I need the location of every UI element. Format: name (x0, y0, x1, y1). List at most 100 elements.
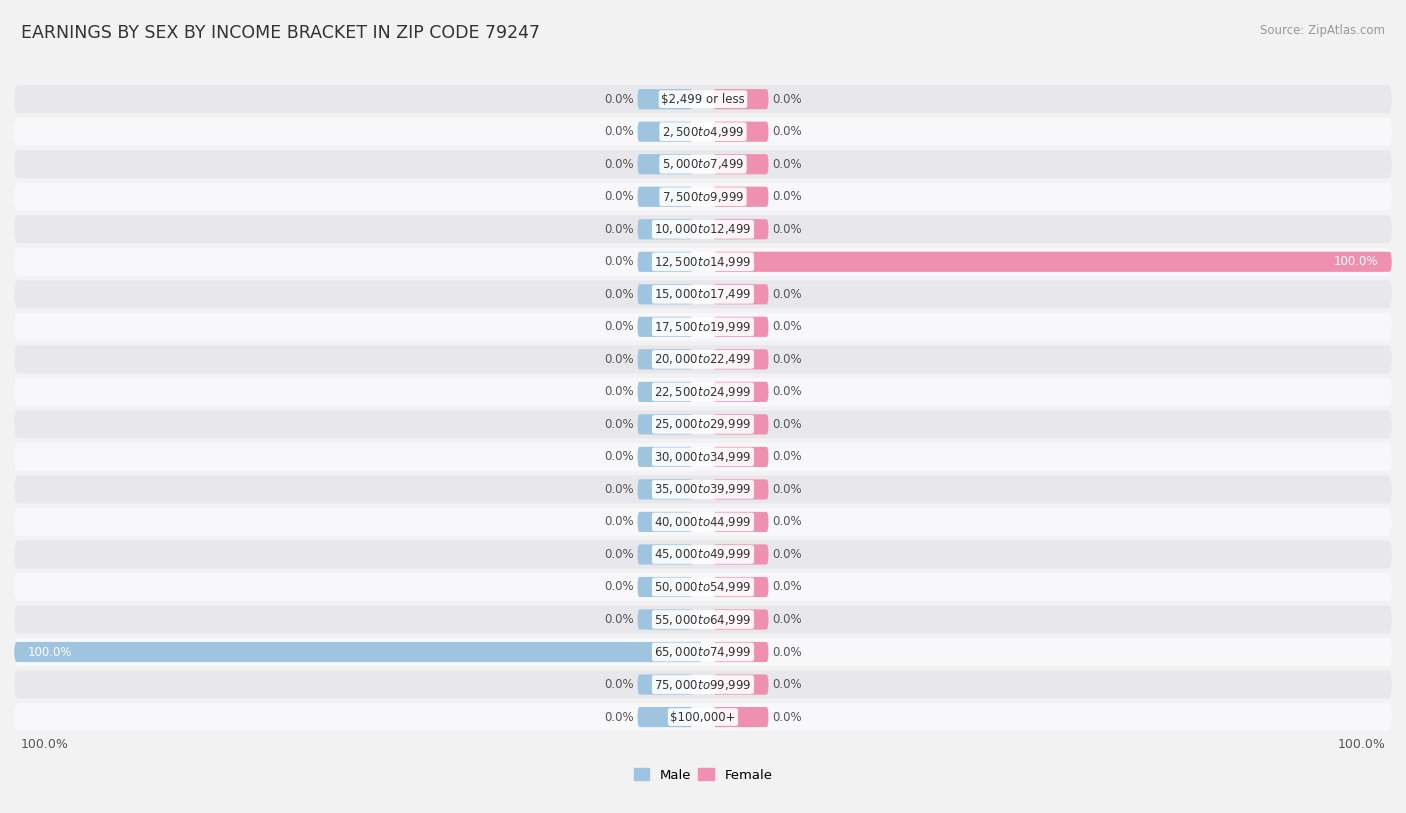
Text: 0.0%: 0.0% (772, 223, 801, 236)
FancyBboxPatch shape (14, 642, 703, 662)
FancyBboxPatch shape (713, 675, 769, 694)
FancyBboxPatch shape (713, 480, 769, 499)
Text: Source: ZipAtlas.com: Source: ZipAtlas.com (1260, 24, 1385, 37)
FancyBboxPatch shape (14, 150, 1392, 178)
FancyBboxPatch shape (14, 671, 1392, 698)
Text: $2,499 or less: $2,499 or less (661, 93, 745, 106)
FancyBboxPatch shape (14, 118, 1392, 146)
FancyBboxPatch shape (713, 512, 769, 532)
FancyBboxPatch shape (14, 606, 1392, 633)
FancyBboxPatch shape (14, 183, 1392, 211)
Text: EARNINGS BY SEX BY INCOME BRACKET IN ZIP CODE 79247: EARNINGS BY SEX BY INCOME BRACKET IN ZIP… (21, 24, 540, 42)
FancyBboxPatch shape (637, 220, 693, 239)
FancyBboxPatch shape (713, 154, 769, 174)
FancyBboxPatch shape (713, 642, 769, 662)
Text: 0.0%: 0.0% (772, 678, 801, 691)
FancyBboxPatch shape (14, 378, 1392, 406)
Text: 100.0%: 100.0% (28, 646, 72, 659)
FancyBboxPatch shape (637, 512, 693, 532)
Text: 0.0%: 0.0% (605, 711, 634, 724)
FancyBboxPatch shape (637, 480, 693, 499)
Text: 0.0%: 0.0% (772, 613, 801, 626)
Legend: Male, Female: Male, Female (628, 763, 778, 787)
Text: 0.0%: 0.0% (772, 320, 801, 333)
Text: 100.0%: 100.0% (1337, 738, 1385, 751)
FancyBboxPatch shape (713, 122, 769, 141)
FancyBboxPatch shape (14, 443, 1392, 471)
FancyBboxPatch shape (637, 252, 693, 272)
FancyBboxPatch shape (713, 350, 769, 369)
Text: $10,000 to $12,499: $10,000 to $12,499 (654, 222, 752, 237)
Text: 0.0%: 0.0% (605, 255, 634, 268)
Text: 0.0%: 0.0% (605, 418, 634, 431)
Text: $75,000 to $99,999: $75,000 to $99,999 (654, 677, 752, 692)
Text: 0.0%: 0.0% (772, 418, 801, 431)
FancyBboxPatch shape (713, 220, 769, 239)
FancyBboxPatch shape (713, 382, 769, 402)
FancyBboxPatch shape (713, 89, 769, 109)
FancyBboxPatch shape (713, 415, 769, 434)
Text: $40,000 to $44,999: $40,000 to $44,999 (654, 515, 752, 529)
Text: $100,000+: $100,000+ (671, 711, 735, 724)
FancyBboxPatch shape (637, 350, 693, 369)
Text: 0.0%: 0.0% (605, 288, 634, 301)
FancyBboxPatch shape (14, 573, 1392, 601)
Text: $45,000 to $49,999: $45,000 to $49,999 (654, 547, 752, 562)
Text: 0.0%: 0.0% (605, 320, 634, 333)
Text: 0.0%: 0.0% (772, 353, 801, 366)
Text: 0.0%: 0.0% (772, 385, 801, 398)
FancyBboxPatch shape (14, 541, 1392, 568)
FancyBboxPatch shape (14, 411, 1392, 438)
Text: $20,000 to $22,499: $20,000 to $22,499 (654, 352, 752, 367)
Text: 0.0%: 0.0% (772, 125, 801, 138)
Text: 0.0%: 0.0% (605, 93, 634, 106)
Text: $7,500 to $9,999: $7,500 to $9,999 (662, 189, 744, 204)
Text: 0.0%: 0.0% (605, 483, 634, 496)
Text: 0.0%: 0.0% (605, 548, 634, 561)
Text: $22,500 to $24,999: $22,500 to $24,999 (654, 385, 752, 399)
Text: $12,500 to $14,999: $12,500 to $14,999 (654, 254, 752, 269)
Text: 0.0%: 0.0% (772, 450, 801, 463)
Text: $5,000 to $7,499: $5,000 to $7,499 (662, 157, 744, 172)
FancyBboxPatch shape (713, 610, 769, 629)
Text: 0.0%: 0.0% (772, 483, 801, 496)
FancyBboxPatch shape (713, 317, 769, 337)
Text: $2,500 to $4,999: $2,500 to $4,999 (662, 124, 744, 139)
Text: 0.0%: 0.0% (605, 580, 634, 593)
Text: 0.0%: 0.0% (605, 158, 634, 171)
Text: $55,000 to $64,999: $55,000 to $64,999 (654, 612, 752, 627)
FancyBboxPatch shape (14, 703, 1392, 731)
Text: 0.0%: 0.0% (772, 288, 801, 301)
FancyBboxPatch shape (14, 85, 1392, 113)
Text: 0.0%: 0.0% (605, 515, 634, 528)
Text: $50,000 to $54,999: $50,000 to $54,999 (654, 580, 752, 594)
Text: $15,000 to $17,499: $15,000 to $17,499 (654, 287, 752, 302)
FancyBboxPatch shape (637, 545, 693, 564)
Text: 0.0%: 0.0% (605, 353, 634, 366)
Text: 0.0%: 0.0% (772, 515, 801, 528)
Text: 0.0%: 0.0% (605, 450, 634, 463)
Text: $17,500 to $19,999: $17,500 to $19,999 (654, 320, 752, 334)
FancyBboxPatch shape (14, 248, 1392, 276)
FancyBboxPatch shape (14, 638, 1392, 666)
FancyBboxPatch shape (637, 415, 693, 434)
FancyBboxPatch shape (637, 154, 693, 174)
FancyBboxPatch shape (637, 187, 693, 207)
FancyBboxPatch shape (713, 545, 769, 564)
FancyBboxPatch shape (637, 707, 693, 727)
Text: 0.0%: 0.0% (772, 580, 801, 593)
Text: 0.0%: 0.0% (605, 190, 634, 203)
FancyBboxPatch shape (637, 285, 693, 304)
FancyBboxPatch shape (637, 382, 693, 402)
Text: 0.0%: 0.0% (772, 190, 801, 203)
Text: 0.0%: 0.0% (772, 158, 801, 171)
Text: 0.0%: 0.0% (772, 646, 801, 659)
FancyBboxPatch shape (713, 252, 1392, 272)
Text: 0.0%: 0.0% (772, 711, 801, 724)
Text: 0.0%: 0.0% (605, 385, 634, 398)
FancyBboxPatch shape (14, 313, 1392, 341)
FancyBboxPatch shape (713, 577, 769, 597)
Text: 100.0%: 100.0% (21, 738, 69, 751)
FancyBboxPatch shape (637, 122, 693, 141)
Text: 0.0%: 0.0% (605, 613, 634, 626)
